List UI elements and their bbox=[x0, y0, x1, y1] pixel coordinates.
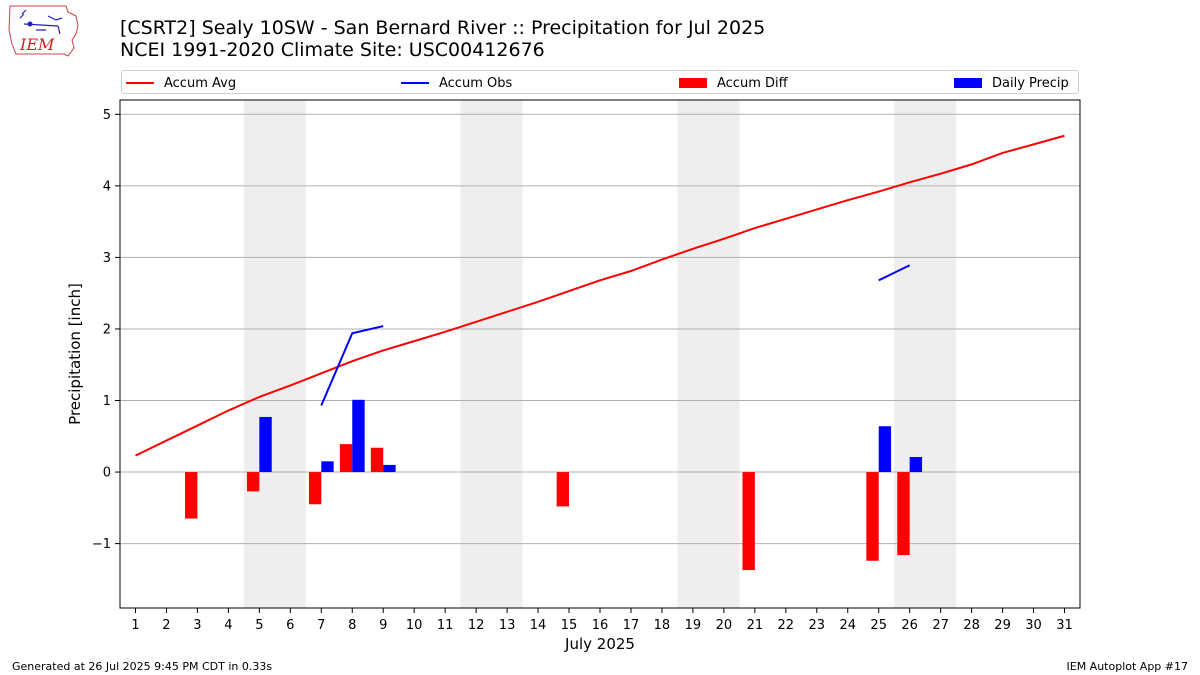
y-axis-label: Precipitation [inch] bbox=[66, 283, 84, 425]
weekend-band-19 bbox=[677, 100, 709, 608]
daily-bar-day-9 bbox=[383, 464, 396, 473]
x-tick-label-16: 16 bbox=[592, 618, 609, 633]
x-tick-label-4: 4 bbox=[224, 618, 232, 633]
diff-bar-day-8 bbox=[339, 444, 353, 473]
weekend-band-12 bbox=[460, 100, 492, 608]
x-tick-label-1: 1 bbox=[131, 618, 139, 633]
diff-bar-day-26 bbox=[897, 472, 910, 556]
x-axis-label: July 2025 bbox=[565, 635, 635, 653]
diff-bar-day-15 bbox=[556, 472, 570, 507]
daily-bar-day-8 bbox=[352, 399, 365, 473]
diff-bar-day-7 bbox=[308, 472, 322, 505]
x-tick-label-22: 22 bbox=[778, 618, 795, 633]
diff-bar-day-3 bbox=[185, 472, 198, 519]
x-tick-label-27: 27 bbox=[932, 618, 949, 633]
y-tick-label-3: 3 bbox=[103, 251, 111, 266]
x-tick-label-9: 9 bbox=[379, 618, 387, 633]
legend-daily-precip-swatch bbox=[954, 78, 982, 88]
x-tick-label-13: 13 bbox=[499, 618, 516, 633]
x-tick-label-24: 24 bbox=[839, 618, 856, 633]
legend-accum-avg-label: Accum Avg bbox=[164, 75, 237, 91]
x-tick-label-11: 11 bbox=[437, 618, 454, 633]
y-tick-label-2: 2 bbox=[103, 322, 111, 337]
legend-accum-obs: Accum Obs bbox=[401, 74, 512, 92]
title-line-1: [CSRT2] Sealy 10SW - San Bernard River :… bbox=[120, 17, 766, 39]
x-tick-label-12: 12 bbox=[468, 618, 485, 633]
x-tick-label-20: 20 bbox=[716, 618, 733, 633]
legend-daily-precip-label: Daily Precip bbox=[992, 75, 1069, 91]
legend-accum-avg: Accum Avg bbox=[126, 74, 236, 92]
legend-accum-obs-swatch bbox=[401, 82, 429, 84]
iem-logo: IEM bbox=[6, 4, 82, 62]
x-tick-label-29: 29 bbox=[994, 618, 1011, 633]
x-tick-label-6: 6 bbox=[286, 618, 294, 633]
x-tick-label-15: 15 bbox=[561, 618, 578, 633]
x-tick-label-26: 26 bbox=[901, 618, 918, 633]
generated-timestamp: Generated at 26 Jul 2025 9:45 PM CDT in … bbox=[12, 660, 273, 673]
daily-bar-day-7 bbox=[321, 461, 334, 473]
daily-bar-day-5 bbox=[259, 416, 272, 473]
x-tick-label-3: 3 bbox=[193, 618, 201, 633]
accum-obs-line-1 bbox=[320, 325, 384, 406]
legend: Accum Avg Accum Obs Accum Diff Daily Pre… bbox=[121, 70, 1079, 94]
x-tick-label-7: 7 bbox=[317, 618, 325, 633]
x-tick-label-2: 2 bbox=[162, 618, 170, 633]
legend-accum-diff-label: Accum Diff bbox=[717, 75, 788, 91]
y-tick-label-0: 0 bbox=[103, 466, 111, 481]
x-tick-label-10: 10 bbox=[406, 618, 423, 633]
x-tick-label-21: 21 bbox=[747, 618, 764, 633]
legend-accum-obs-label: Accum Obs bbox=[439, 75, 513, 91]
x-tick-label-23: 23 bbox=[809, 618, 826, 633]
y-tick-label-4: 4 bbox=[103, 179, 111, 194]
accum-obs-line-2 bbox=[878, 264, 911, 282]
accum-avg-line bbox=[135, 134, 1065, 457]
x-tick-label-17: 17 bbox=[623, 618, 640, 633]
x-tick-label-25: 25 bbox=[870, 618, 887, 633]
logo-text: IEM bbox=[19, 35, 55, 54]
diff-bar-day-25 bbox=[866, 472, 879, 561]
weekend-band-13 bbox=[491, 100, 523, 608]
legend-daily-precip: Daily Precip bbox=[954, 74, 1069, 92]
y-tick-label-1: 1 bbox=[103, 394, 111, 409]
legend-accum-diff-swatch bbox=[679, 78, 707, 88]
x-tick-label-28: 28 bbox=[963, 618, 980, 633]
x-tick-label-14: 14 bbox=[530, 618, 547, 633]
daily-bar-day-26 bbox=[909, 457, 923, 473]
title-line-2: NCEI 1991-2020 Climate Site: USC00412676 bbox=[120, 39, 545, 61]
app-id: IEM Autoplot App #17 bbox=[1066, 660, 1189, 673]
x-tick-label-8: 8 bbox=[348, 618, 356, 633]
weekend-band-20 bbox=[708, 100, 740, 608]
x-tick-label-19: 19 bbox=[685, 618, 702, 633]
chart-title: [CSRT2] Sealy 10SW - San Bernard River :… bbox=[120, 17, 765, 61]
x-tick-label-30: 30 bbox=[1025, 618, 1042, 633]
daily-bar-day-25 bbox=[878, 426, 892, 473]
weekend-band-27 bbox=[925, 100, 957, 608]
legend-accum-diff: Accum Diff bbox=[679, 74, 788, 92]
x-tick-label-5: 5 bbox=[255, 618, 263, 633]
diff-bar-day-9 bbox=[370, 447, 384, 473]
diff-bar-day-5 bbox=[246, 472, 260, 492]
weekend-band-6 bbox=[274, 100, 306, 608]
y-tick-label-5: 5 bbox=[103, 108, 111, 123]
legend-accum-avg-swatch bbox=[126, 82, 154, 84]
x-tick-label-18: 18 bbox=[654, 618, 671, 633]
x-tick-label-31: 31 bbox=[1056, 618, 1073, 633]
diff-bar-day-21 bbox=[742, 472, 755, 571]
weekend-band-5 bbox=[243, 100, 275, 608]
y-tick-label--1: −1 bbox=[92, 537, 111, 552]
